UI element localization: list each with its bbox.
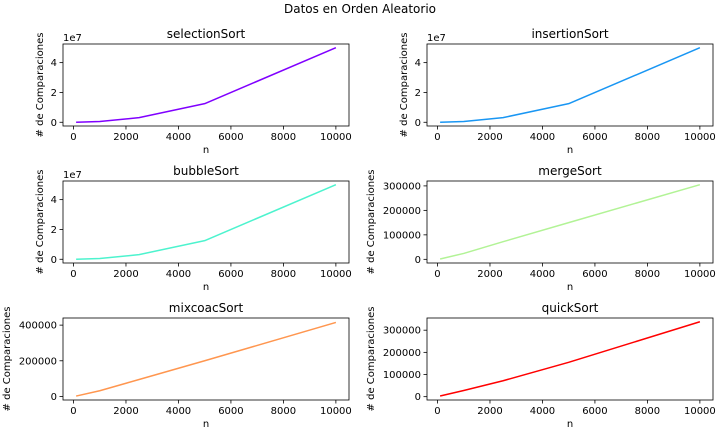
y-offset-text: 1e7 bbox=[63, 170, 82, 181]
x-tick-label: 4000 bbox=[530, 406, 555, 417]
series-line bbox=[75, 321, 337, 397]
x-tick-label: 6000 bbox=[218, 406, 243, 417]
axes-frame bbox=[62, 43, 350, 127]
x-tick-label: 10000 bbox=[684, 269, 716, 280]
x-tick-label: 0 bbox=[434, 406, 440, 417]
x-tick-label: 10000 bbox=[684, 132, 716, 143]
y-axis-label: # de Comparaciones bbox=[35, 33, 46, 138]
y-tick-label: 0 bbox=[415, 392, 421, 403]
x-tick-label: 2000 bbox=[477, 269, 502, 280]
y-axis-label: # de Comparaciones bbox=[366, 307, 377, 412]
subplot-title: insertionSort bbox=[531, 27, 608, 41]
x-tick-label: 8000 bbox=[635, 132, 660, 143]
axes-frame bbox=[62, 317, 350, 401]
x-tick-label: 2000 bbox=[477, 406, 502, 417]
x-tick-label: 4000 bbox=[166, 269, 191, 280]
y-tick-label: 2 bbox=[51, 225, 57, 236]
axes-frame bbox=[426, 43, 714, 127]
x-tick-label: 10000 bbox=[684, 406, 716, 417]
x-tick-label: 6000 bbox=[218, 132, 243, 143]
x-tick-label: 8000 bbox=[635, 406, 660, 417]
subplot-quickSort: 0 2000 4000 6000 8000 10000010000020000030000… bbox=[366, 301, 716, 430]
y-tick-label: 0 bbox=[415, 255, 421, 266]
y-tick-label: 200000 bbox=[19, 356, 57, 367]
subplot-mergeSort: 0 2000 4000 6000 8000 10000010000020000030000… bbox=[366, 164, 716, 293]
x-tick-label: 0 bbox=[434, 132, 440, 143]
subplot-title: quickSort bbox=[542, 301, 599, 315]
x-tick-label: 2000 bbox=[113, 132, 138, 143]
x-tick-label: 0 bbox=[70, 406, 76, 417]
x-axis-label: n bbox=[203, 282, 209, 293]
x-tick-label: 4000 bbox=[166, 406, 191, 417]
y-tick-label: 2 bbox=[51, 88, 57, 99]
x-tick-label: 2000 bbox=[477, 132, 502, 143]
y-tick-label: 200000 bbox=[383, 348, 421, 359]
y-tick-label: 400000 bbox=[19, 321, 57, 332]
subplot-grid: 0 2000 4000 6000 8000 10000024selectionSortn#… bbox=[2, 27, 716, 430]
series-line bbox=[76, 47, 337, 124]
x-tick-label: 8000 bbox=[635, 269, 660, 280]
subplot-title: mixcoacSort bbox=[169, 301, 244, 315]
x-tick-label: 0 bbox=[434, 269, 440, 280]
y-tick-label: 4 bbox=[51, 195, 57, 206]
y-tick-label: 100000 bbox=[383, 370, 421, 381]
x-axis-label: n bbox=[203, 419, 209, 430]
x-tick-label: 0 bbox=[70, 269, 76, 280]
axes-frame bbox=[426, 180, 714, 264]
y-tick-label: 4 bbox=[51, 58, 57, 69]
x-tick-label: 4000 bbox=[530, 269, 555, 280]
x-tick-label: 10000 bbox=[320, 406, 352, 417]
subplot-mixcoacSort: 0 2000 4000 6000 8000 10000 0 200000 400000 mixco… bbox=[2, 301, 352, 430]
figure-suptitle: Datos en Orden Aleatorio bbox=[284, 2, 436, 16]
y-tick-label: 0 bbox=[51, 392, 57, 403]
y-tick-label: 0 bbox=[415, 118, 421, 129]
x-tick-label: 6000 bbox=[582, 269, 607, 280]
x-tick-label: 8000 bbox=[271, 269, 296, 280]
x-axis-label: n bbox=[567, 419, 573, 430]
y-tick-label: 0 bbox=[51, 118, 57, 129]
series-line bbox=[440, 47, 701, 124]
x-tick-label: 0 bbox=[70, 132, 76, 143]
y-tick-label: 200000 bbox=[383, 206, 421, 217]
y-tick-label: 300000 bbox=[383, 326, 421, 337]
x-tick-label: 6000 bbox=[218, 269, 243, 280]
x-axis-label: n bbox=[203, 145, 209, 156]
subplot-title: selectionSort bbox=[167, 27, 246, 41]
subplot-title: mergeSort bbox=[538, 164, 602, 178]
y-axis-label: # de Comparaciones bbox=[2, 307, 13, 412]
y-tick-label: 2 bbox=[415, 88, 421, 99]
x-tick-label: 6000 bbox=[582, 406, 607, 417]
x-tick-label: 10000 bbox=[320, 132, 352, 143]
x-tick-label: 6000 bbox=[582, 132, 607, 143]
x-tick-label: 4000 bbox=[530, 132, 555, 143]
axes-frame bbox=[426, 317, 714, 401]
x-axis-label: n bbox=[567, 145, 573, 156]
axes-frame bbox=[62, 180, 350, 264]
series-line bbox=[439, 321, 701, 397]
x-tick-label: 8000 bbox=[271, 132, 296, 143]
subplot-insertionSort: 0 2000 4000 6000 8000 10000 0 2 4 insertionSort n #… bbox=[399, 27, 716, 156]
x-tick-label: 10000 bbox=[320, 269, 352, 280]
x-tick-label: 2000 bbox=[113, 269, 138, 280]
subplot-bubbleSort: 0 2000 4000 6000 8000 10000 0 2 4 bubbleSort n # de… bbox=[35, 164, 352, 293]
y-tick-label: 100000 bbox=[383, 230, 421, 241]
y-axis-label: # de Comparaciones bbox=[366, 170, 377, 275]
x-tick-label: 8000 bbox=[271, 406, 296, 417]
x-tick-label: 4000 bbox=[166, 132, 191, 143]
subplot-title: bubbleSort bbox=[173, 164, 239, 178]
y-tick-label: 300000 bbox=[383, 181, 421, 192]
subplot-selectionSort: 0 2000 4000 6000 8000 10000 0 2 4 selectionSort n #… bbox=[35, 27, 352, 156]
x-tick-label: 2000 bbox=[113, 406, 138, 417]
y-axis-label: # de Comparaciones bbox=[399, 33, 410, 138]
y-offset-text: 1e7 bbox=[63, 33, 82, 44]
x-axis-label: n bbox=[567, 282, 573, 293]
y-axis-label: # de Comparaciones bbox=[35, 170, 46, 275]
y-tick-label: 4 bbox=[415, 58, 421, 69]
y-tick-label: 0 bbox=[51, 255, 57, 266]
y-offset-text: 1e7 bbox=[427, 33, 446, 44]
series-line bbox=[76, 184, 337, 261]
series-line bbox=[439, 183, 701, 260]
